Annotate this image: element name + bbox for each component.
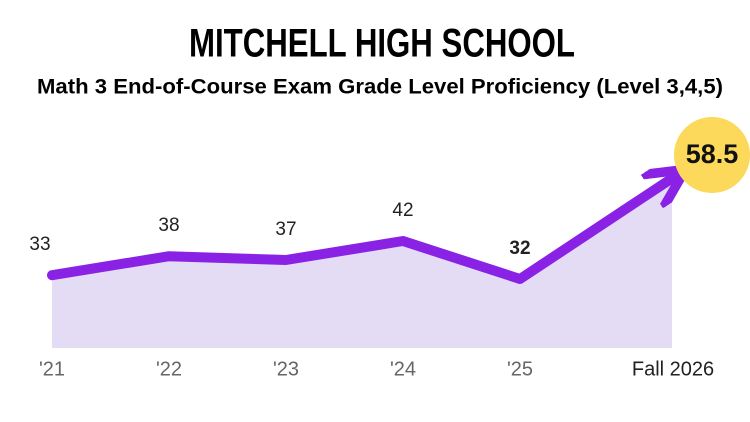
x-tick-label: '25: [507, 358, 533, 380]
x-tick-label: Fall 2026: [632, 358, 714, 380]
x-tick-label: '24: [390, 358, 416, 380]
chart-subtitle: Math 3 End-of-Course Exam Grade Level Pr…: [37, 76, 723, 99]
x-tick-label: '21: [39, 358, 65, 380]
x-tick-label: '22: [156, 358, 182, 380]
data-label: 38: [158, 215, 179, 236]
data-label: 37: [275, 219, 296, 240]
data-label: 33: [29, 234, 50, 255]
area: [52, 178, 672, 348]
data-label: 58.5: [686, 139, 739, 169]
data-label: 42: [392, 200, 413, 221]
data-label: 32: [509, 238, 530, 259]
x-tick-label: '23: [273, 358, 299, 380]
chart-title: MITCHELL HIGH SCHOOL: [189, 22, 575, 66]
line: [47, 178, 672, 284]
highlight-circle: [674, 117, 750, 193]
